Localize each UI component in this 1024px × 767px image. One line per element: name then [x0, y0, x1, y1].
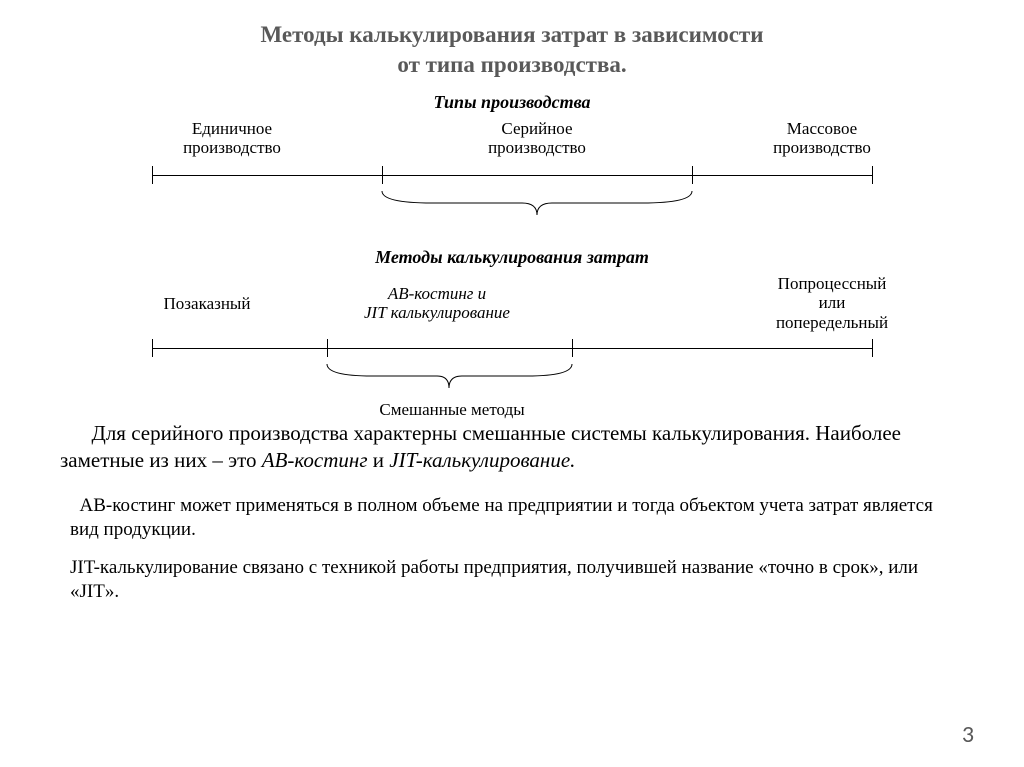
diagram-methods: Методы калькулирования затрат Позаказный… [102, 247, 922, 400]
title-line2: от типа производства. [397, 52, 626, 77]
p3-bold: JIT-калькулирование [70, 557, 238, 578]
d2-tick-1 [327, 339, 328, 357]
d2-bottom-label: Смешанные методы [367, 400, 537, 420]
d2-center-line2: JIT калькулирование [364, 303, 510, 322]
paragraph-1: Для серийного производства характерны см… [50, 420, 974, 475]
d2-right-line1: Попроцессный [778, 274, 887, 293]
diagram2-labels: Позаказный АВ-костинг и JIT калькулирова… [102, 274, 922, 336]
d1-brace-svg [152, 187, 872, 227]
diagram-types: Типы производства Единичноепроизводство … [102, 92, 922, 227]
d1-tick-0 [152, 166, 153, 184]
d2-label-right: Попроцессный или попередельный [752, 274, 912, 333]
d1-label-center: Серийноепроизводство [457, 119, 617, 158]
d1-label-right-text: Массовоепроизводство [773, 119, 871, 158]
d1-label-left: Единичноепроизводство [152, 119, 312, 158]
page-number: 3 [962, 720, 974, 749]
d2-right-line2: или [819, 293, 846, 312]
diagram2-heading: Методы калькулирования затрат [102, 247, 922, 268]
d2-tick-3 [872, 339, 873, 357]
diagram1-heading: Типы производства [102, 92, 922, 113]
d1-brace-path [382, 191, 692, 215]
p2-bold: АВ-костинг [80, 495, 176, 516]
d2-right-line3: попередельный [776, 313, 888, 332]
paragraph-3: JIT-калькулирование связано с техникой р… [50, 556, 974, 604]
p1-part2: и [368, 448, 390, 472]
d1-label-center-text: Серийноепроизводство [488, 119, 586, 158]
diagram2-brace [102, 360, 922, 400]
d1-tick-2 [692, 166, 693, 184]
diagram1-brace [102, 187, 922, 227]
d2-label-left: Позаказный [137, 294, 277, 314]
d2-brace-svg [152, 360, 872, 400]
p1-italic1: АВ-костинг [262, 448, 368, 472]
p2-rest: может применяться в полном объеме на пре… [70, 495, 933, 540]
d2-axis-line [152, 348, 872, 349]
title-line1: Методы калькулирования затрат в зависимо… [261, 22, 764, 47]
d1-label-left-text: Единичноепроизводство [183, 119, 281, 158]
d2-tick-2 [572, 339, 573, 357]
d2-center-line2-text: JIT калькулирование [364, 303, 510, 322]
d2-center-line1: АВ-костинг и [388, 284, 486, 303]
paragraph-2: АВ-костинг может применяться в полном об… [50, 494, 974, 542]
d1-axis-line [152, 175, 872, 176]
diagram-area: Типы производства Единичноепроизводство … [102, 92, 922, 400]
p1-italic2: JIT-калькулирование. [389, 448, 575, 472]
d2-brace-path [327, 364, 572, 388]
d2-label-center: АВ-костинг и JIT калькулирование [337, 284, 537, 323]
d1-tick-3 [872, 166, 873, 184]
d2-tick-0 [152, 339, 153, 357]
d1-tick-1 [382, 166, 383, 184]
diagram1-labels: Единичноепроизводство Серийноепроизводст… [102, 119, 922, 163]
slide-title: Методы калькулирования затрат в зависимо… [50, 20, 974, 80]
d1-label-right: Массовоепроизводство [742, 119, 902, 158]
